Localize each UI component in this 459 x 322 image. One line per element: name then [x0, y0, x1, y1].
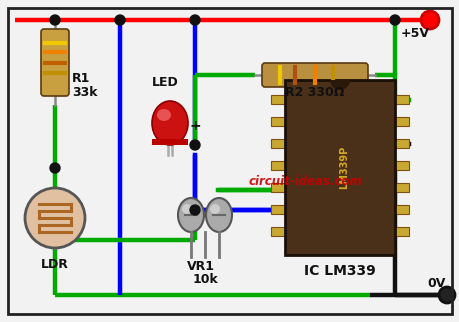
Bar [394, 161, 408, 170]
Text: +5V: +5V [400, 27, 429, 40]
Text: IC LM339: IC LM339 [303, 264, 375, 278]
Ellipse shape [210, 204, 219, 214]
Ellipse shape [182, 204, 191, 214]
Wedge shape [329, 80, 349, 90]
Text: -: - [190, 134, 196, 148]
Bar [394, 95, 408, 104]
Bar [270, 139, 285, 148]
Text: R1: R1 [72, 72, 90, 85]
Circle shape [438, 287, 454, 303]
Bar [270, 205, 285, 214]
Circle shape [190, 140, 200, 150]
Bar [394, 139, 408, 148]
Circle shape [190, 205, 200, 215]
Circle shape [190, 15, 200, 25]
Text: VR1: VR1 [187, 260, 214, 273]
Text: 33k: 33k [72, 86, 97, 99]
Ellipse shape [157, 109, 171, 121]
Text: LED: LED [151, 76, 179, 89]
Circle shape [25, 188, 85, 248]
Bar [394, 227, 408, 236]
Circle shape [50, 15, 60, 25]
Ellipse shape [206, 198, 231, 232]
Bar [270, 95, 285, 104]
Ellipse shape [178, 198, 203, 232]
Bar [270, 227, 285, 236]
Text: +: + [190, 119, 201, 133]
Bar [394, 183, 408, 192]
Text: LDR: LDR [41, 258, 69, 271]
Bar [394, 117, 408, 126]
Bar [270, 117, 285, 126]
Bar [285, 80, 394, 255]
Bar [151, 139, 188, 145]
Bar [394, 205, 408, 214]
Ellipse shape [151, 101, 188, 145]
Text: 10k: 10k [193, 273, 218, 286]
Bar [270, 183, 285, 192]
Text: circuit-ideas.com: circuit-ideas.com [247, 175, 361, 188]
Text: R2 330Ω: R2 330Ω [285, 86, 344, 99]
Circle shape [420, 11, 438, 29]
FancyBboxPatch shape [262, 63, 367, 87]
FancyBboxPatch shape [41, 29, 69, 96]
Text: LM339P: LM339P [338, 146, 348, 189]
Circle shape [50, 163, 60, 173]
Circle shape [115, 15, 125, 25]
Circle shape [389, 15, 399, 25]
Text: 0V: 0V [427, 277, 445, 290]
Bar [270, 161, 285, 170]
